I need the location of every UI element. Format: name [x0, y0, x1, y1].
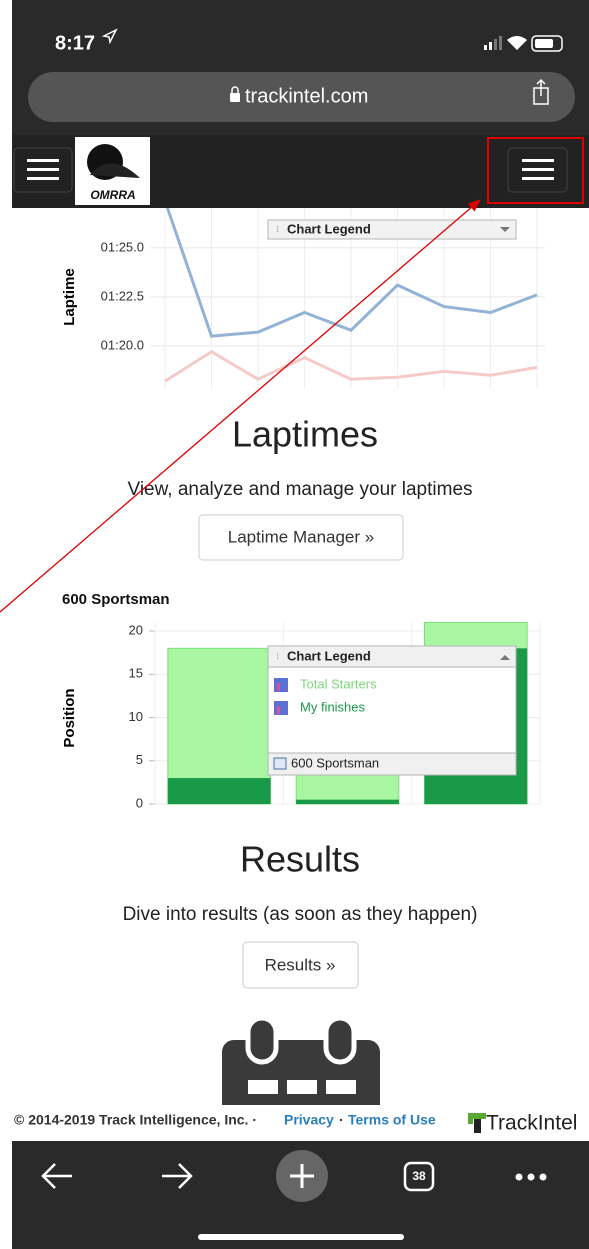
right-menu-button[interactable] — [508, 148, 567, 192]
y-tick-label: 0 — [136, 795, 143, 810]
y-tick-label: 5 — [136, 752, 143, 767]
terms-link[interactable]: Terms of Use — [348, 1112, 436, 1128]
y-tick-label: 15 — [129, 666, 143, 681]
y-tick-label: 20 — [129, 622, 143, 637]
legend-entry: Total Starters — [300, 676, 377, 691]
screen: Laptime 01:20.001:22.501:25.001:27.5 ⁝ C… — [0, 0, 589, 1249]
drag-handle: ⁝ — [276, 225, 279, 236]
chart-title: 600 Sportsman — [62, 591, 170, 608]
button-label[interactable]: Results » — [265, 955, 336, 974]
legend-footer-icon — [274, 758, 286, 769]
section-title: Results — [240, 839, 360, 880]
legend-entry: My finishes — [300, 699, 366, 714]
legend-icon-bar — [277, 683, 280, 691]
tab-count[interactable]: 38 — [412, 1169, 426, 1183]
lock-icon — [230, 93, 240, 102]
results-button[interactable]: Results » — [243, 942, 358, 988]
legend-icon — [274, 701, 288, 715]
bar — [168, 778, 271, 804]
legend-icon-bar — [277, 706, 280, 714]
drag-handle: ⁝ — [276, 652, 279, 663]
button-label[interactable]: Laptime Manager » — [228, 527, 374, 546]
legend-footer-text: 600 Sportsman — [291, 755, 379, 770]
new-tab-button[interactable] — [276, 1150, 328, 1202]
home-indicator — [198, 1234, 404, 1240]
legend[interactable]: ⁝ Chart Legend Total Starters My finishes… — [268, 646, 516, 775]
brand[interactable]: TrackIntel — [486, 1112, 577, 1135]
url-text[interactable]: trackintel.com — [245, 85, 368, 107]
y-axis-label: Position — [61, 688, 78, 747]
legend-title: Chart Legend — [287, 648, 371, 663]
more-button[interactable] — [516, 1174, 547, 1181]
legend-icon — [274, 678, 288, 692]
left-menu-button[interactable] — [14, 148, 72, 192]
privacy-link[interactable]: Privacy — [284, 1112, 334, 1128]
laptime-manager-button[interactable]: Laptime Manager » — [199, 515, 403, 560]
status-time: 8:17 — [55, 32, 95, 54]
copyright: © 2014-2019 Track Intelligence, Inc. · — [14, 1112, 257, 1128]
logo-text: OMRRA — [90, 188, 135, 202]
y-tick-label: 01:20.0 — [101, 337, 144, 352]
section-title: Laptimes — [232, 414, 378, 455]
bar — [296, 800, 399, 804]
y-tick-label: 01:25.0 — [101, 239, 144, 254]
y-tick-label: 01:22.5 — [101, 288, 144, 303]
section-text: View, analyze and manage your laptimes — [127, 479, 472, 500]
y-axis-label: Laptime — [61, 268, 78, 326]
section-text: Dive into results (as soon as they happe… — [123, 904, 478, 925]
legend-title: Chart Legend — [287, 221, 371, 236]
y-tick-label: 10 — [129, 709, 143, 724]
legend[interactable]: ⁝ Chart Legend — [268, 220, 516, 239]
separator: · — [339, 1112, 344, 1128]
page: { "status_bar": {"time": "8:17"}, "brows… — [0, 0, 589, 1249]
